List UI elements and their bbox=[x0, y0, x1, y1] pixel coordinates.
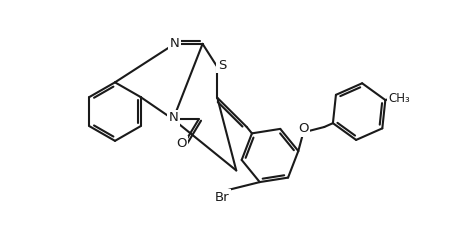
Text: N: N bbox=[170, 37, 180, 50]
Text: N: N bbox=[168, 111, 178, 124]
Text: S: S bbox=[218, 59, 226, 72]
Text: O: O bbox=[298, 122, 308, 135]
Text: O: O bbox=[177, 137, 187, 150]
Text: Br: Br bbox=[215, 191, 229, 204]
Text: CH₃: CH₃ bbox=[389, 92, 410, 105]
